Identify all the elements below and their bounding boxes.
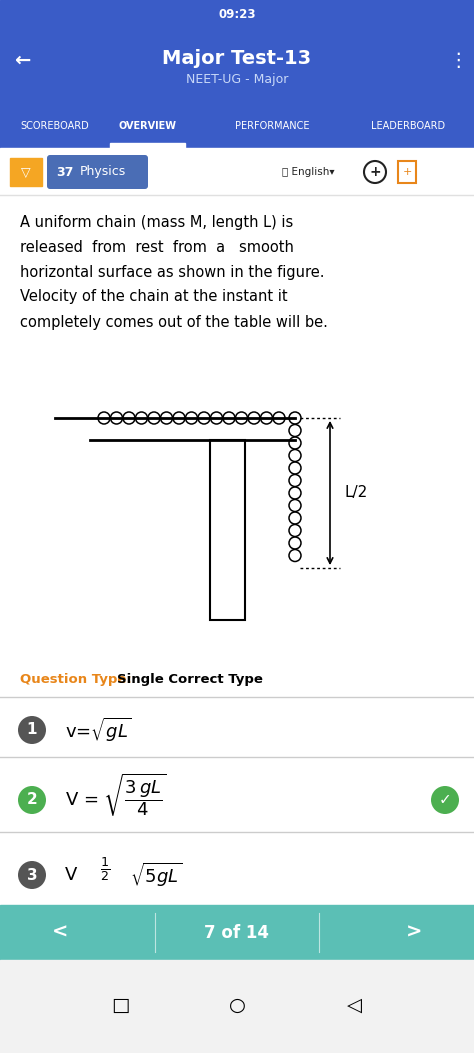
Bar — [0, 29, 474, 105]
Text: $\frac{1}{2}$: $\frac{1}{2}$ — [100, 855, 110, 882]
Text: +: + — [402, 167, 412, 177]
Text: +: + — [369, 165, 381, 179]
FancyBboxPatch shape — [47, 155, 148, 188]
Bar — [110, 143, 185, 148]
Text: ←: ← — [14, 51, 30, 69]
Text: released  from  rest  from  a   smooth: released from rest from a smooth — [20, 239, 294, 255]
Text: 7 of 14: 7 of 14 — [204, 923, 270, 941]
Text: L/2: L/2 — [345, 485, 368, 500]
Text: 3: 3 — [27, 868, 37, 882]
Text: ▽: ▽ — [21, 166, 31, 179]
Text: □: □ — [111, 995, 129, 1014]
Bar — [0, 0, 474, 29]
Bar — [0, 905, 474, 960]
Text: Major Test-13: Major Test-13 — [163, 48, 311, 67]
Text: Single Correct Type: Single Correct Type — [117, 674, 263, 687]
Bar — [210, 440, 245, 620]
Bar — [0, 148, 474, 195]
Text: V: V — [65, 866, 77, 885]
Text: 37: 37 — [56, 165, 73, 179]
Text: ⋮: ⋮ — [448, 51, 468, 69]
Text: SCOREBOARD: SCOREBOARD — [21, 121, 90, 131]
Bar — [0, 857, 474, 905]
Bar — [0, 195, 474, 860]
Bar — [10, 158, 42, 186]
Text: ○: ○ — [228, 995, 246, 1014]
Text: 🌐 English▾: 🌐 English▾ — [282, 167, 334, 177]
Bar — [398, 161, 416, 183]
Circle shape — [18, 716, 46, 744]
Text: Physics: Physics — [80, 165, 126, 179]
Text: 1: 1 — [27, 722, 37, 737]
Circle shape — [18, 861, 46, 889]
Text: PERFORMANCE: PERFORMANCE — [235, 121, 309, 131]
Circle shape — [431, 786, 459, 814]
Text: horizontal surface as shown in the figure.: horizontal surface as shown in the figur… — [20, 264, 325, 279]
Text: v=$\sqrt{gL}$: v=$\sqrt{gL}$ — [65, 716, 131, 744]
Bar — [0, 960, 474, 1053]
Text: ◁: ◁ — [346, 995, 362, 1014]
Circle shape — [18, 786, 46, 814]
Text: completely comes out of the table will be.: completely comes out of the table will b… — [20, 315, 328, 330]
Text: LEADERBOARD: LEADERBOARD — [371, 121, 445, 131]
Text: 2: 2 — [27, 793, 37, 808]
Text: Velocity of the chain at the instant it: Velocity of the chain at the instant it — [20, 290, 288, 304]
Text: >: > — [406, 923, 422, 942]
Text: <: < — [52, 923, 68, 942]
Text: $\sqrt{5gL}$: $\sqrt{5gL}$ — [130, 861, 182, 889]
Bar — [0, 105, 474, 148]
Text: A uniform chain (mass M, length L) is: A uniform chain (mass M, length L) is — [20, 215, 293, 230]
Text: OVERVIEW: OVERVIEW — [119, 121, 177, 131]
Text: V = $\sqrt{\dfrac{3\,gL}{4}}$: V = $\sqrt{\dfrac{3\,gL}{4}}$ — [65, 772, 167, 818]
Text: NEET-UG - Major: NEET-UG - Major — [186, 74, 288, 86]
Text: 09:23: 09:23 — [218, 8, 256, 21]
Text: Question Type:: Question Type: — [20, 674, 137, 687]
Text: ✓: ✓ — [438, 793, 451, 808]
